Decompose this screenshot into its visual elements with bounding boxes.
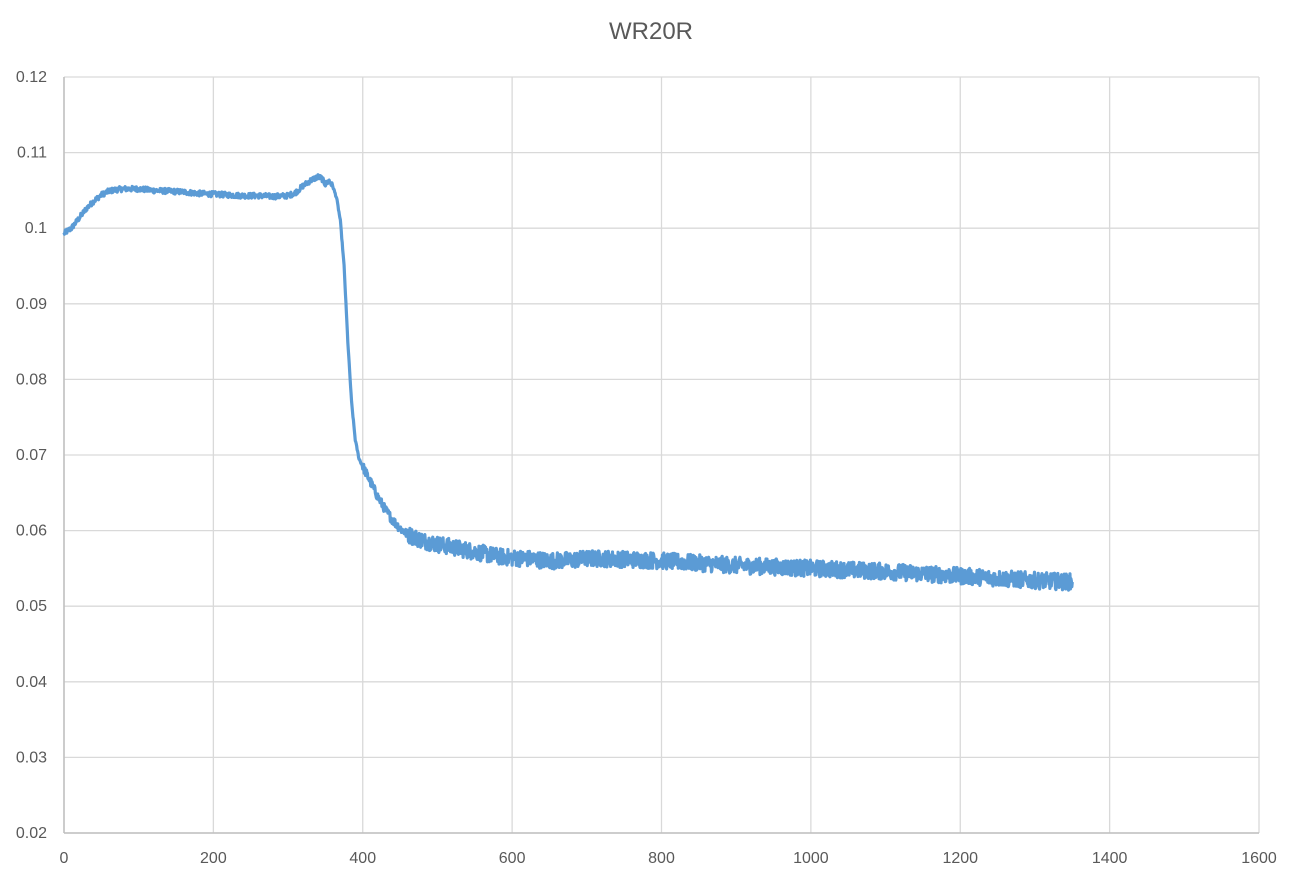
x-tick-label: 200	[200, 850, 227, 867]
gridlines	[63, 76, 1260, 834]
x-tick-label: 800	[648, 850, 675, 867]
x-tick-label: 600	[499, 850, 526, 867]
series-layer	[62, 173, 1074, 592]
series-line	[62, 173, 1074, 592]
x-tick-label: 400	[349, 850, 376, 867]
y-tick-label: 0.09	[16, 296, 47, 313]
x-tick-label: 1000	[793, 850, 829, 867]
y-tick-label: 0.08	[16, 371, 47, 388]
x-tick-label: 1200	[942, 850, 978, 867]
y-tick-label: 0.1	[25, 220, 47, 237]
y-tick-label: 0.07	[16, 447, 47, 464]
x-tick-label: 0	[60, 850, 69, 867]
y-tick-label: 0.04	[16, 674, 47, 691]
x-tick-label: 1600	[1241, 850, 1277, 867]
x-tick-label: 1400	[1092, 850, 1128, 867]
tick-labels: 0.02 0.03 0.04 0.05 0.06 0.07 0.08 0.09 0.1 0.11 0…	[16, 69, 1277, 867]
axes	[63, 77, 1259, 834]
chart-title: WR20R	[608, 18, 693, 45]
y-tick-label: 0.02	[16, 825, 47, 842]
y-tick-label: 0.03	[16, 749, 47, 766]
y-tick-label: 0.06	[16, 523, 47, 540]
y-tick-label: 0.12	[16, 69, 47, 86]
y-tick-label: 0.05	[16, 598, 47, 615]
y-tick-label: 0.11	[17, 145, 47, 162]
